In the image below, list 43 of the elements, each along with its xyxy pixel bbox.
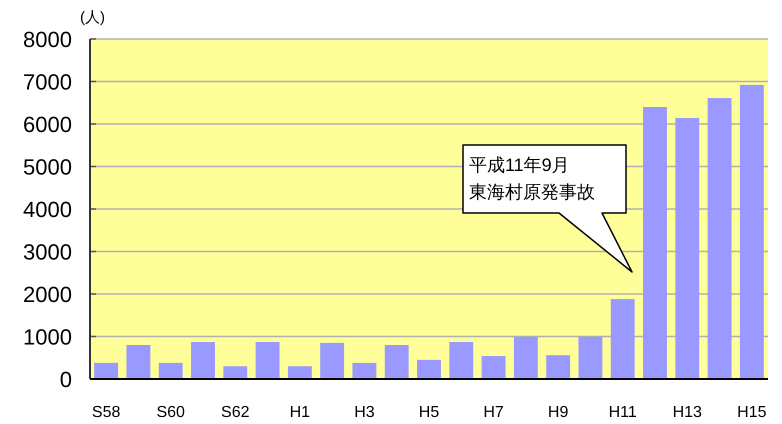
- bar: [256, 342, 280, 379]
- y-tick-label: 8000: [23, 27, 72, 52]
- y-tick-label: 7000: [23, 70, 72, 94]
- x-tick-label: H9: [548, 404, 568, 421]
- y-tick-label: 1000: [23, 324, 72, 350]
- bar: [546, 355, 570, 379]
- x-tick-label: H15: [737, 404, 767, 421]
- y-tick-label: 4000: [23, 197, 72, 222]
- y-tick-label: 5000: [23, 154, 72, 180]
- bar: [417, 360, 441, 379]
- y-tick-label: 6000: [23, 112, 72, 137]
- y-axis-title: (人): [80, 9, 105, 26]
- x-tick-label: H5: [418, 404, 440, 421]
- x-tick-label: H1: [290, 404, 310, 421]
- annotation: 平成11年9月: [469, 155, 570, 175]
- bar: [514, 336, 538, 379]
- bar: [94, 362, 118, 379]
- bar: [643, 107, 667, 379]
- bar: [740, 84, 764, 379]
- y-tick-label: 0: [60, 367, 72, 392]
- bar: [482, 356, 506, 379]
- y-tick-label: 2000: [23, 282, 72, 307]
- bar: [191, 342, 215, 379]
- bar: [449, 342, 474, 379]
- bar: [384, 345, 409, 379]
- y-tick-label: 3000: [23, 240, 72, 264]
- x-tick-label: H3: [354, 404, 375, 421]
- bar: [675, 118, 700, 379]
- bar: [320, 342, 344, 379]
- bar: [288, 366, 312, 379]
- bar: [158, 362, 183, 379]
- bar: [578, 336, 602, 379]
- x-tick-label: S60: [156, 404, 186, 421]
- bar: [708, 98, 732, 379]
- x-tick-label: H11: [608, 404, 637, 421]
- annotation: 東海村原発事故: [469, 182, 595, 202]
- bar: [610, 299, 635, 379]
- x-tick-label: S62: [221, 404, 250, 421]
- bar: [126, 345, 150, 379]
- x-tick-label: H13: [672, 404, 702, 421]
- bar: [352, 362, 376, 379]
- x-tick-label: S58: [92, 404, 120, 421]
- x-tick-label: H7: [483, 404, 504, 421]
